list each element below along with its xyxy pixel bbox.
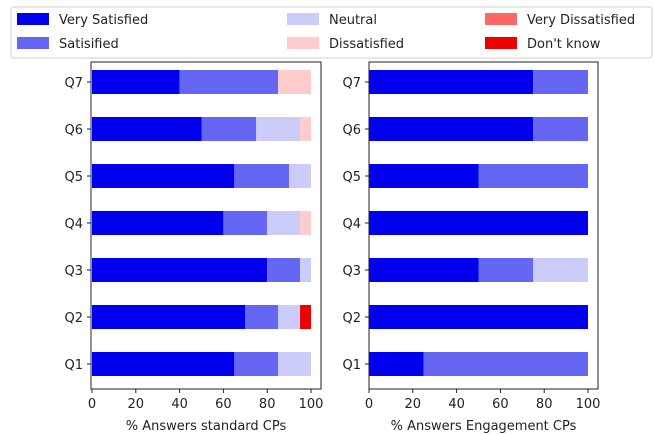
legend: Very Satisfied Satisified Neutral Dissatisf…: [10, 6, 653, 59]
bar-q2-very-satisfied: [369, 305, 588, 329]
y-tick-label-q5: Q5: [64, 170, 83, 185]
y-tick-label-q7: Q7: [342, 76, 361, 91]
bar-q2-don-t-know: [300, 305, 311, 329]
bar-q1-satisified: [423, 352, 588, 376]
bar-q3-satisified: [267, 258, 301, 282]
bar-q2-very-satisfied: [92, 305, 246, 329]
y-tick-label-q2: Q2: [342, 311, 361, 326]
bar-q6-very-satisfied: [92, 117, 202, 141]
panel-standard-cps: Q1 Q2 Q3 Q4 Q5 Q6 Q7 0 20 40 60 80 100 % Answers stan…: [64, 61, 324, 434]
bar-q4-very-satisfied: [369, 211, 588, 235]
legend-label-very-dissatisfied: Very Dissatisfied: [527, 13, 635, 28]
bar-q4-satisified: [223, 211, 268, 235]
legend-swatch-don-t-know: [485, 37, 517, 49]
bar-q1-very-satisfied: [369, 352, 424, 376]
legend-label-neutral: Neutral: [329, 13, 377, 28]
bar-q6-dissatisfied: [300, 117, 311, 141]
x-tick-label-0: 0: [88, 397, 96, 412]
bar-q6-neutral: [256, 117, 301, 141]
x-tick-label-20: 20: [128, 397, 145, 412]
bar-q4-very-satisfied: [92, 211, 224, 235]
bar-q3-neutral: [533, 258, 588, 282]
legend-swatch-very-satisfied: [17, 13, 49, 25]
bar-q7-satisified: [179, 70, 279, 94]
bar-q3-neutral: [300, 258, 311, 282]
legend-label-very-satisfied: Very Satisfied: [59, 13, 148, 28]
y-tick-label-q1: Q1: [342, 358, 361, 373]
y-tick-label-q2: Q2: [64, 311, 83, 326]
bar-q6-satisified: [201, 117, 257, 141]
legend-label-dissatisfied: Dissatisfied: [329, 37, 404, 52]
panel-engagement-cps: Q1 Q2 Q3 Q4 Q5 Q6 Q7 0 20 40 60 80 100 % Answers Enga…: [342, 61, 601, 434]
bar-q4-dissatisfied: [300, 211, 311, 235]
x-tick-label-0: 0: [365, 397, 373, 412]
x-tick-label-80: 80: [536, 397, 553, 412]
bars: [369, 70, 588, 376]
bar-q6-very-satisfied: [369, 117, 534, 141]
bar-q2-neutral: [278, 305, 301, 329]
x-axis-label: % Answers standard CPs: [126, 419, 287, 434]
x-tick-label-60: 60: [215, 397, 232, 412]
legend-swatch-neutral: [287, 13, 319, 25]
bar-q5-satisified: [478, 164, 588, 188]
x-tick-label-100: 100: [299, 397, 324, 412]
bar-q1-very-satisfied: [92, 352, 235, 376]
x-tick-label-40: 40: [448, 397, 465, 412]
bar-q5-very-satisfied: [92, 164, 235, 188]
bar-q3-very-satisfied: [92, 258, 268, 282]
bar-q5-very-satisfied: [369, 164, 479, 188]
bar-q5-satisified: [234, 164, 290, 188]
plot-frame: [90, 61, 322, 390]
bars: [92, 70, 311, 376]
bar-q1-neutral: [278, 352, 311, 376]
x-tick-label-40: 40: [171, 397, 188, 412]
y-tick-label-q4: Q4: [342, 217, 361, 232]
plot-frame: [368, 61, 599, 390]
bar-q5-neutral: [289, 164, 311, 188]
x-tick-label-20: 20: [405, 397, 422, 412]
legend-swatch-very-dissatisfied: [485, 13, 517, 25]
y-tick-label-q6: Q6: [64, 123, 83, 138]
y-tick-label-q3: Q3: [64, 264, 83, 279]
x-tick-label-100: 100: [576, 397, 601, 412]
bar-q7-very-satisfied: [369, 70, 534, 94]
x-tick-label-80: 80: [259, 397, 276, 412]
bar-q7-satisified: [533, 70, 588, 94]
bar-q1-satisified: [234, 352, 279, 376]
legend-swatch-satisified: [17, 37, 49, 49]
bar-q2-satisified: [245, 305, 279, 329]
y-tick-label-q4: Q4: [64, 217, 83, 232]
bar-q7-dissatisfied: [278, 70, 311, 94]
y-tick-label-q3: Q3: [342, 264, 361, 279]
y-tick-label-q6: Q6: [342, 123, 361, 138]
x-axis-label: % Answers Engagement CPs: [391, 419, 577, 434]
bar-q6-satisified: [533, 117, 588, 141]
legend-label-don-t-know: Don't know: [527, 37, 601, 52]
y-tick-label-q5: Q5: [342, 170, 361, 185]
bar-q3-satisified: [478, 258, 534, 282]
legend-swatch-dissatisfied: [287, 37, 319, 49]
bar-q7-very-satisfied: [92, 70, 180, 94]
y-tick-label-q7: Q7: [64, 76, 83, 91]
x-tick-label-60: 60: [492, 397, 509, 412]
legend-label-satisified: Satisified: [59, 37, 119, 52]
bar-q4-neutral: [267, 211, 301, 235]
y-tick-label-q1: Q1: [64, 358, 83, 373]
bar-q3-very-satisfied: [369, 258, 479, 282]
